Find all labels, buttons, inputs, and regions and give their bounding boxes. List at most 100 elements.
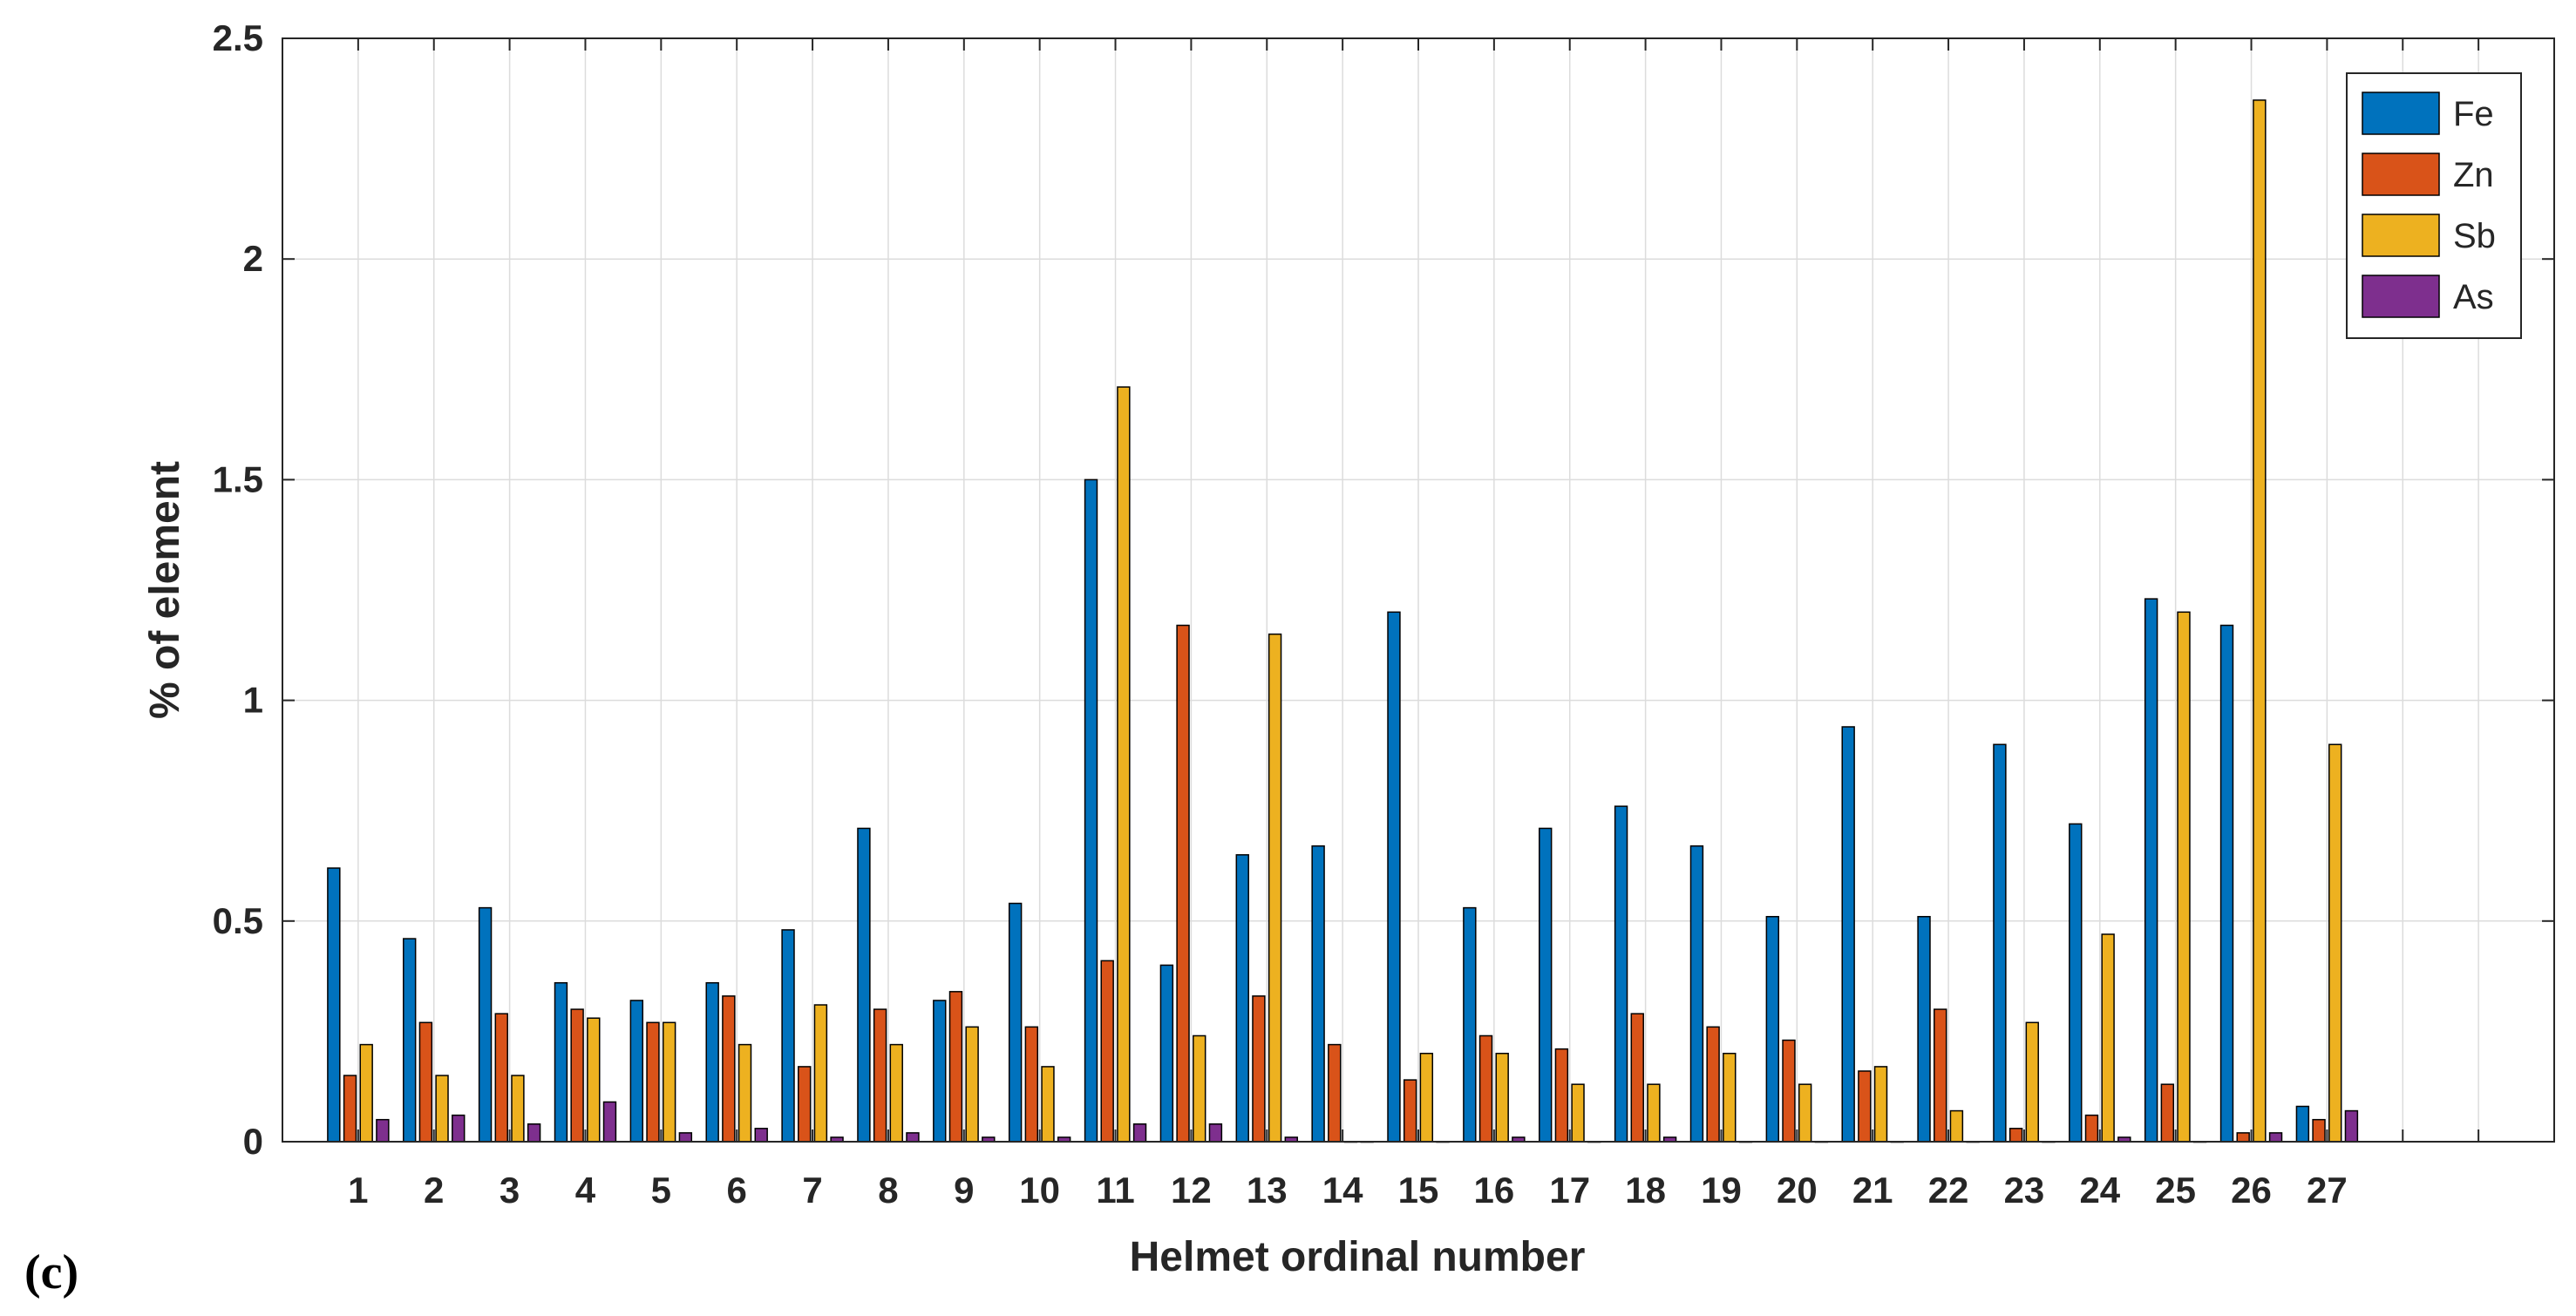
bar-fe xyxy=(629,1000,644,1143)
bar-fe xyxy=(781,929,795,1143)
x-tick-labels: 1 2 3 4 5 6 7 8 9 10 11 12 13 14 15 16 17 18 19 20 21 22 23 24 2… xyxy=(348,1170,2348,1211)
bar-as xyxy=(1132,1123,1147,1143)
x-tick-label: 4 xyxy=(575,1170,596,1211)
bar-sb xyxy=(587,1017,601,1143)
bar-as xyxy=(2344,1109,2359,1143)
x-tick-label: 15 xyxy=(1398,1170,1439,1211)
bar-as xyxy=(678,1132,693,1143)
x-tick-label: 27 xyxy=(2307,1170,2348,1211)
bar-sb xyxy=(435,1075,449,1143)
bar-zn xyxy=(2160,1083,2175,1143)
legend-swatch-fe xyxy=(2362,92,2440,135)
x-tick-label: 7 xyxy=(802,1170,822,1211)
x-tick-label: 14 xyxy=(1322,1170,1363,1211)
x-tick-label: 24 xyxy=(2079,1170,2120,1211)
x-tick-label: 6 xyxy=(727,1170,747,1211)
x-tick-label: 21 xyxy=(1852,1170,1893,1211)
bar-sb xyxy=(511,1075,525,1143)
bar-sb xyxy=(1268,633,1282,1143)
bar-sb xyxy=(2101,933,2115,1143)
bar-zn xyxy=(1858,1070,1872,1143)
bar-zn xyxy=(494,1013,508,1143)
x-tick-label: 19 xyxy=(1701,1170,1742,1211)
bar-fe xyxy=(2219,624,2234,1143)
bar-fe xyxy=(478,906,493,1143)
bar-sb xyxy=(813,1004,828,1143)
bar-zn xyxy=(1706,1026,1720,1143)
bar-sb xyxy=(1117,386,1131,1143)
y-tick-label: 1 xyxy=(243,680,263,721)
bar-sb xyxy=(662,1021,676,1143)
bar-sb xyxy=(1571,1083,1585,1143)
gridlines xyxy=(282,38,2554,1142)
legend-label-sb: Sb xyxy=(2453,217,2496,255)
x-tick-label: 3 xyxy=(500,1170,520,1211)
x-tick-label: 5 xyxy=(651,1170,671,1211)
x-tick-label: 26 xyxy=(2231,1170,2272,1211)
bar-sb xyxy=(1193,1034,1206,1143)
bar-zn xyxy=(2084,1114,2099,1143)
bar-as xyxy=(2268,1132,2283,1143)
bar-fe xyxy=(857,827,871,1143)
x-tick-label: 18 xyxy=(1625,1170,1666,1211)
bar-sb xyxy=(1495,1052,1509,1143)
y-tick-label: 2.5 xyxy=(213,17,263,58)
legend-label-zn: Zn xyxy=(2453,156,2494,194)
bar-as xyxy=(527,1123,541,1143)
bar-zn xyxy=(1328,1043,1342,1143)
bar-fe xyxy=(1084,478,1098,1143)
bar-fe xyxy=(327,867,341,1143)
bar-zn xyxy=(722,995,736,1143)
bar-as xyxy=(754,1128,768,1143)
bar-fe xyxy=(705,981,719,1143)
legend-label-as: As xyxy=(2453,278,2494,316)
bar-as xyxy=(1208,1123,1223,1143)
bar-fe xyxy=(1539,827,1553,1143)
bar-sb xyxy=(2328,743,2342,1143)
bar-as xyxy=(602,1101,617,1143)
bar-fe xyxy=(403,938,417,1143)
legend: Fe Zn Sb As xyxy=(2346,72,2522,339)
bar-as xyxy=(452,1114,466,1143)
panel-label: (c) xyxy=(24,1245,78,1299)
tick-marks xyxy=(282,37,2554,1143)
bar-sb xyxy=(965,1026,979,1143)
bar-fe xyxy=(1689,845,1704,1143)
bar-zn xyxy=(646,1021,660,1143)
x-tick-label: 25 xyxy=(2155,1170,2196,1211)
bar-sb xyxy=(1873,1066,1888,1143)
bar-zn xyxy=(1478,1034,1493,1143)
bar-zn xyxy=(418,1021,433,1143)
x-tick-label: 2 xyxy=(424,1170,444,1211)
bar-zn xyxy=(1554,1048,1569,1143)
bar-sb xyxy=(1798,1083,1812,1143)
bar-sb xyxy=(1041,1066,1055,1143)
y-axis-label: % of element xyxy=(142,461,188,719)
bar-zn xyxy=(1252,995,1266,1143)
bar-zn xyxy=(1024,1026,1039,1143)
bar-fe xyxy=(1841,726,1855,1143)
x-tick-label: 17 xyxy=(1549,1170,1590,1211)
x-tick-label: 16 xyxy=(1474,1170,1515,1211)
bar-sb xyxy=(2025,1021,2039,1143)
y-tick-label: 0.5 xyxy=(213,900,263,941)
bar-fe xyxy=(1614,805,1628,1143)
bar-fe xyxy=(1917,915,1931,1143)
bar-as xyxy=(906,1132,920,1143)
bar-fe xyxy=(1765,915,1780,1143)
legend-label-fe: Fe xyxy=(2453,95,2494,133)
bar-fe xyxy=(2144,598,2158,1143)
x-tick-label: 23 xyxy=(2004,1170,2045,1211)
bar-sb xyxy=(1419,1052,1434,1143)
legend-swatch-zn xyxy=(2362,153,2440,196)
bar-zn xyxy=(2312,1118,2326,1143)
bar-sb xyxy=(2253,99,2267,1143)
bar-fe xyxy=(1311,845,1325,1143)
bar-zn xyxy=(1100,960,1114,1143)
x-tick-label: 22 xyxy=(1928,1170,1969,1211)
x-tick-label: 20 xyxy=(1777,1170,1818,1211)
bar-zn xyxy=(948,991,963,1143)
bar-as xyxy=(376,1118,390,1143)
bar-zn xyxy=(1176,624,1190,1143)
bar-zn xyxy=(1782,1039,1796,1143)
